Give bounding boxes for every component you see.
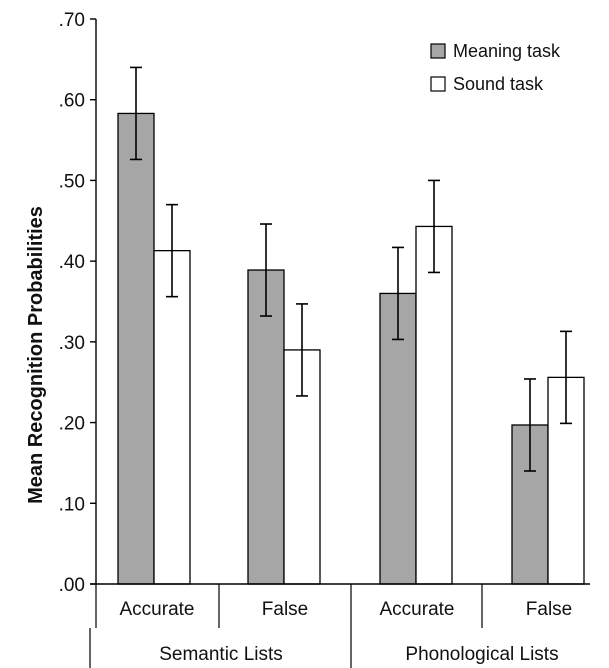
legend-swatch: [430, 76, 446, 92]
bars-layer: [117, 112, 585, 585]
axes-layer: .00 .10 .20 .30 .40 .50 .60 .70 Accurate False Acc…: [59, 10, 590, 668]
bar-sound-0: [153, 249, 191, 585]
x-category-label: False: [262, 599, 308, 620]
y-tick-label: .70: [59, 10, 85, 31]
error-bars-layer: [130, 66, 572, 472]
y-tick-label: .30: [59, 333, 85, 354]
legend-swatch: [430, 43, 446, 59]
x-group-label: Phonological Lists: [405, 644, 558, 665]
y-tick-label: .40: [59, 252, 85, 273]
bar-meaning-0: [117, 112, 155, 585]
x-category-label: Accurate: [120, 599, 195, 620]
legend-label: Sound task: [453, 74, 544, 94]
legend-label: Meaning task: [453, 41, 561, 61]
legend: Meaning task Sound task: [430, 41, 561, 94]
bar-meaning-2: [379, 292, 417, 585]
y-tick-label: .20: [59, 414, 85, 435]
y-axis-title: Mean Recognition Probabilities: [25, 206, 47, 504]
y-tick-label: .00: [59, 575, 85, 596]
x-category-label: False: [526, 599, 572, 620]
bar-meaning-1: [247, 269, 285, 585]
bar-sound-3: [547, 376, 585, 585]
y-tick-label: .10: [59, 494, 85, 515]
x-group-label: Semantic Lists: [159, 644, 283, 665]
x-category-label: Accurate: [380, 599, 455, 620]
bar-sound-2: [415, 225, 453, 585]
y-tick-label: .60: [59, 91, 85, 112]
y-tick-label: .50: [59, 171, 85, 192]
